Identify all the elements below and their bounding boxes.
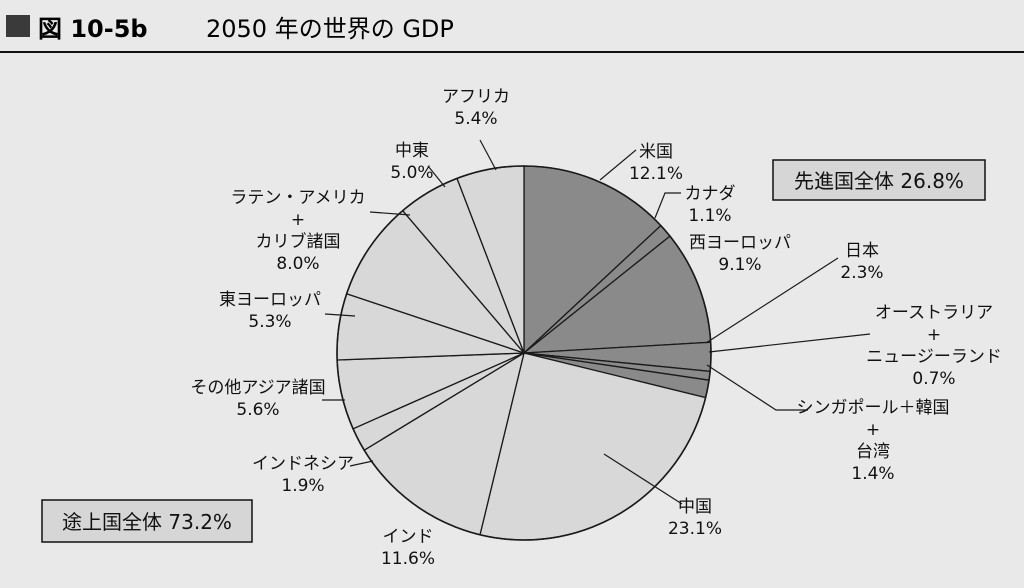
- slice-name-label: 中国: [678, 497, 712, 517]
- leader-line: [654, 192, 681, 219]
- slice-name-label: インド: [383, 527, 434, 547]
- slice-value-label: 5.3%: [248, 312, 291, 332]
- pie-slices: [336, 165, 712, 541]
- slice-name-label: オーストラリア: [875, 303, 993, 323]
- slice-name-label: 米国: [639, 142, 673, 162]
- slice-name-label: アフリカ: [442, 87, 510, 107]
- leader-line: [708, 333, 871, 353]
- slice-name-label: 西ヨーロッパ: [689, 233, 791, 253]
- slice-name-label: 東ヨーロッパ: [219, 290, 321, 310]
- leader-lines: [322, 139, 871, 505]
- chart-title: 2050 年の世界の GDP: [206, 15, 454, 43]
- figure-label: 図 10-5b: [38, 15, 148, 43]
- slice-name-label: その他アジア諸国: [190, 378, 325, 398]
- leader-line: [603, 453, 683, 505]
- title-marker-icon: [6, 15, 30, 37]
- slice-value-label: 1.4%: [851, 464, 894, 484]
- slice-value-label: 23.1%: [668, 519, 722, 539]
- slice-value-label: 2.3%: [840, 263, 883, 283]
- slice-name-label: 台湾: [856, 442, 890, 462]
- leader-line: [349, 460, 374, 467]
- slice-value-label: 12.1%: [629, 164, 683, 184]
- slice-name-label: +: [291, 210, 305, 230]
- slice-name-label: シンガポール＋韓国: [797, 398, 950, 418]
- pie-outline: [336, 165, 712, 541]
- advanced-total-box: [772, 159, 986, 201]
- leader-line: [705, 257, 839, 344]
- slice-name-label: カリブ諸国: [256, 231, 341, 252]
- leader-line: [479, 139, 497, 171]
- developing-total-box: [41, 499, 253, 543]
- leader-line: [706, 364, 808, 411]
- slice-value-label: 5.4%: [454, 109, 497, 129]
- slice-name-label: 中東: [395, 141, 429, 161]
- slice-value-label: 0.7%: [912, 369, 955, 389]
- slice-labels: 米国12.1%カナダ1.1%西ヨーロッパ9.1%日本2.3%オーストラリア+ニュ…: [190, 87, 1002, 569]
- slice-name-label: カナダ: [685, 184, 736, 204]
- slice-name-label: +: [927, 325, 941, 345]
- slice-value-label: 1.1%: [688, 206, 731, 226]
- slice-value-label: 11.6%: [381, 549, 435, 569]
- leader-line: [324, 313, 356, 317]
- advanced-total-label: 先進国全体 26.8%: [794, 169, 964, 193]
- leader-line: [599, 149, 637, 181]
- slice-name-label: +: [866, 420, 880, 440]
- developing-total-label: 途上国全体 73.2%: [62, 510, 232, 534]
- slice-name-label: ラテン・アメリカ: [230, 188, 365, 208]
- slice-value-label: 5.6%: [236, 400, 279, 420]
- leader-line: [369, 211, 411, 216]
- slice-value-label: 8.0%: [276, 254, 319, 274]
- slice-name-label: インドネシア: [252, 454, 354, 474]
- slice-value-label: 1.9%: [281, 476, 324, 496]
- slice-value-label: 5.0%: [390, 163, 433, 183]
- slice-name-label: ニュージーランド: [866, 347, 1002, 367]
- slice-name-label: 日本: [845, 241, 879, 261]
- leader-line: [427, 165, 446, 188]
- slice-value-label: 9.1%: [718, 255, 761, 275]
